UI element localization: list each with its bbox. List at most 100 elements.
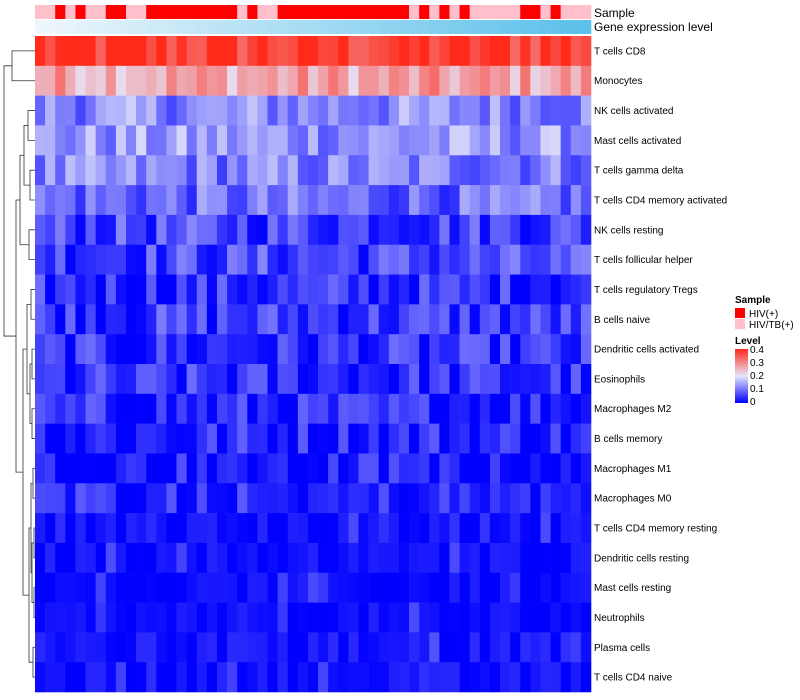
heatmap-cell [459, 304, 470, 335]
heatmap-cell [338, 334, 349, 365]
sample-annotation-cell [449, 5, 460, 19]
heatmap-cell [510, 632, 521, 663]
sample-annotation-cell [307, 5, 319, 19]
sample-annotation-cell [206, 5, 218, 19]
heatmap-cell [65, 155, 76, 186]
sample-annotation-cell [348, 5, 359, 19]
heatmap-cell [307, 483, 319, 514]
heatmap-cell [338, 453, 349, 484]
heatmap-cell [277, 155, 289, 186]
heatmap-cell [500, 125, 511, 156]
heatmap-cell [318, 304, 329, 335]
heatmap-cell [479, 542, 491, 574]
heatmap-cell [500, 662, 511, 693]
heatmap-cell [216, 364, 228, 395]
heatmap-cell [318, 423, 329, 454]
heatmap-cell [75, 36, 86, 67]
heatmap-cell [560, 393, 572, 424]
heatmap-cell [409, 274, 420, 305]
heatmap-cell [247, 632, 258, 663]
heatmap-cell [348, 244, 359, 275]
heatmap-cell [146, 125, 157, 156]
heatmap-cell [75, 483, 86, 514]
heatmap-cell [530, 65, 541, 96]
heatmap-cell [459, 36, 470, 67]
heatmap-cell [580, 125, 592, 156]
heatmap-cell [540, 274, 551, 305]
heatmap-cell [65, 423, 76, 454]
gene-expression-annotation-cell [550, 20, 561, 34]
heatmap-cell [338, 632, 349, 663]
heatmap-cell [530, 423, 541, 454]
legend-label-hivtb: HIV/TB(+) [749, 320, 794, 331]
heatmap-cell [85, 155, 96, 186]
heatmap-cell [237, 214, 248, 246]
heatmap-cell [216, 65, 228, 96]
heatmap-cell [429, 244, 440, 275]
heatmap-cell [348, 36, 359, 67]
heatmap-cell [105, 304, 117, 335]
heatmap-cell [409, 602, 420, 633]
heatmap-cell [85, 453, 96, 484]
heatmap-cell [277, 36, 289, 67]
heatmap-cell [176, 423, 187, 454]
sample-annotation-cell [429, 5, 440, 19]
sample-annotation-cell [409, 5, 420, 19]
heatmap-cell [95, 602, 107, 633]
heatmap-cell [186, 214, 198, 246]
heatmap-cell [216, 423, 228, 454]
heatmap-cell [530, 602, 541, 633]
heatmap-cell [115, 393, 127, 424]
heatmap-cell [227, 214, 238, 246]
heatmap-cell [580, 36, 592, 67]
heatmap-cell [277, 453, 289, 484]
heatmap-cell [55, 304, 66, 335]
heatmap-cell [307, 155, 319, 186]
heatmap-cell [338, 572, 349, 603]
heatmap-cell [136, 214, 147, 246]
heatmap-cell [580, 423, 592, 454]
heatmap-cell [237, 602, 248, 633]
heatmap-cell [489, 632, 501, 663]
heatmap-cell [570, 185, 582, 216]
heatmap-cell [105, 632, 117, 663]
heatmap-cell [550, 602, 561, 633]
heatmap-cell [287, 453, 299, 484]
heatmap-cell [560, 155, 572, 186]
heatmap-cell [489, 36, 501, 67]
heatmap-cell [206, 483, 218, 514]
heatmap-cell [287, 185, 299, 216]
heatmap-cell [196, 65, 208, 96]
sample-annotation-cell [398, 5, 410, 19]
heatmap-cell [580, 185, 592, 216]
legend-swatch-hiv [735, 308, 745, 318]
heatmap-cell [176, 662, 187, 693]
heatmap-cell [146, 214, 157, 246]
heatmap-cell [368, 602, 380, 633]
heatmap-cell [550, 513, 561, 544]
heatmap-cell [368, 125, 380, 156]
heatmap-cell [146, 65, 157, 96]
heatmap-cell [227, 393, 238, 424]
heatmap-cell [560, 602, 572, 633]
heatmap-cell [348, 662, 359, 693]
heatmap-cell [570, 572, 582, 603]
heatmap-cell [429, 393, 440, 424]
heatmap-cell [196, 95, 208, 126]
heatmap-cell [510, 125, 521, 156]
heatmap-cell [378, 364, 390, 395]
heatmap-cell [75, 393, 86, 424]
heatmap-cell [500, 513, 511, 544]
heatmap-cell [489, 453, 501, 484]
heatmap-cell [510, 364, 521, 395]
heatmap-cell [570, 364, 582, 395]
heatmap-cell [398, 334, 410, 365]
heatmap-cell [439, 393, 450, 424]
heatmap-cell [489, 393, 501, 424]
heatmap-cell [550, 423, 561, 454]
gene-expression-annotation-cell [439, 20, 450, 34]
heatmap-cell [378, 542, 390, 574]
sample-annotation-cell [35, 5, 46, 19]
heatmap-cell [307, 453, 319, 484]
heatmap-cell [196, 364, 208, 395]
